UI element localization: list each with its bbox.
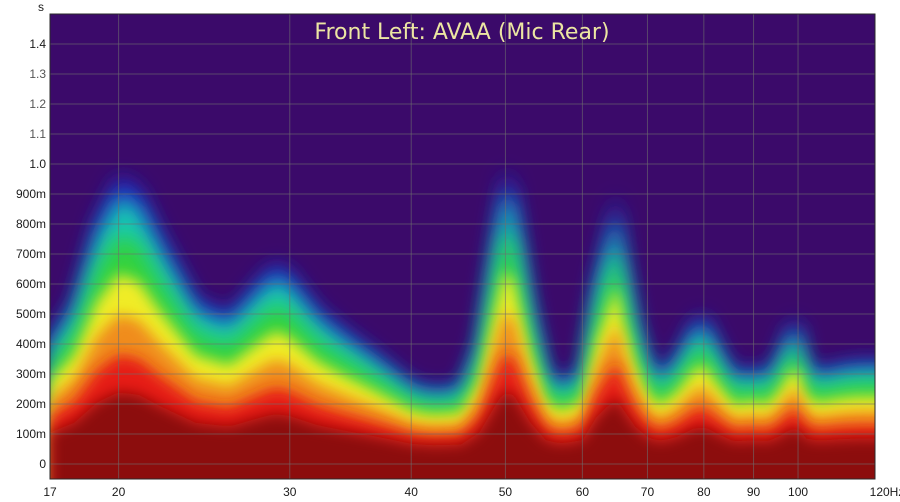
x-tick-label: 70 — [641, 485, 655, 499]
x-tick-label: 60 — [576, 485, 590, 499]
y-tick-label: 0 — [39, 457, 46, 471]
decay-band-7 — [50, 390, 875, 479]
y-tick-label: 700m — [16, 247, 46, 261]
x-tick-label: 90 — [747, 485, 761, 499]
y-tick-label: 600m — [16, 277, 46, 291]
y-tick-label: 400m — [16, 337, 46, 351]
x-tick-label: 100 — [788, 485, 808, 499]
spectrogram-fill — [50, 170, 875, 479]
y-tick-label: 300m — [16, 367, 46, 381]
y-tick-label: 1.1 — [29, 127, 46, 141]
x-tick-label: 50 — [499, 485, 513, 499]
y-tick-label: 500m — [16, 307, 46, 321]
y-tick-label: 1.3 — [29, 67, 46, 81]
y-tick-label: 1.2 — [29, 97, 46, 111]
x-tick-label: 40 — [405, 485, 419, 499]
y-tick-label: 800m — [16, 217, 46, 231]
grid-lines — [50, 14, 875, 479]
y-tick-label: 1.0 — [29, 157, 46, 171]
y-tick-label: 200m — [16, 397, 46, 411]
x-tick-label: 30 — [283, 485, 297, 499]
x-tick-label: 17 — [43, 485, 57, 499]
x-tick-label: 20 — [112, 485, 126, 499]
plot-border — [49, 13, 876, 480]
y-tick-label: 900m — [16, 187, 46, 201]
y-tick-label: 1.4 — [29, 37, 46, 51]
x-tick-label: 120Hz — [870, 485, 900, 499]
y-unit-label: s — [38, 0, 44, 14]
x-tick-label: 80 — [697, 485, 711, 499]
chart-title: Front Left: AVAA (Mic Rear) — [314, 20, 609, 45]
y-tick-label: 100m — [16, 427, 46, 441]
